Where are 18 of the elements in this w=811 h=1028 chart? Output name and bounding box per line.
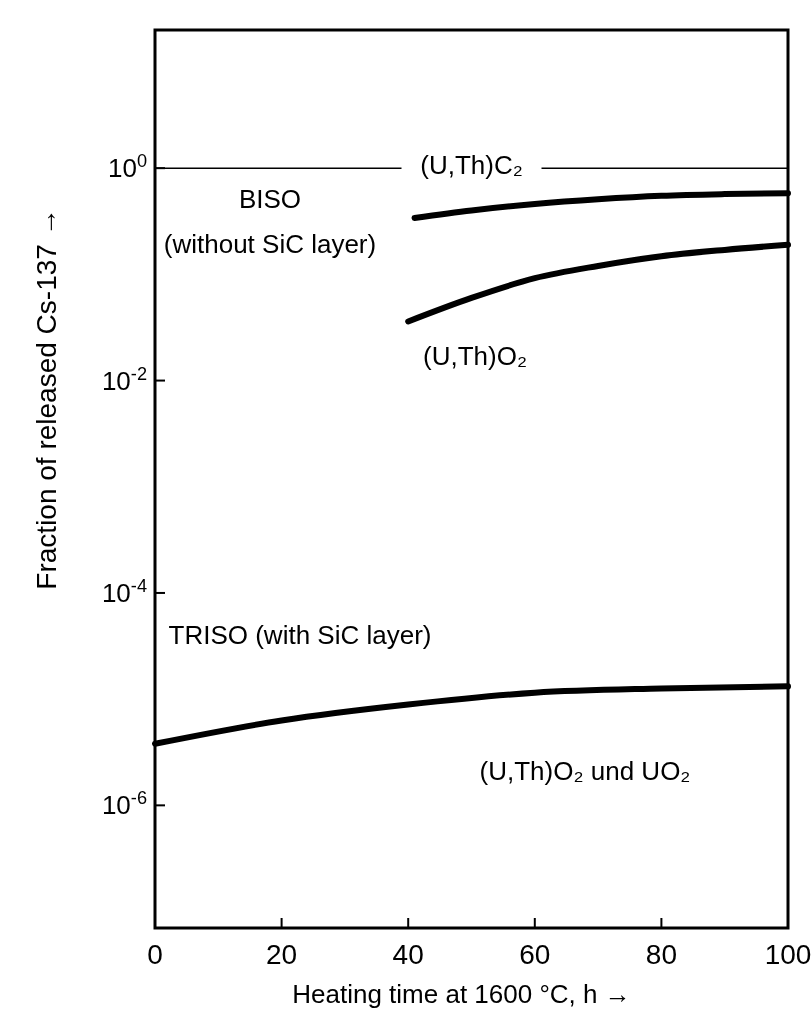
y-tick-label: 10$^{-6}$ (101, 788, 147, 821)
x-tick-label: 100 (764, 939, 811, 970)
annotation: TRISO (with SiC layer) (168, 620, 432, 650)
y-tick-label: 10$^{-2}$ (101, 363, 147, 396)
annotation: (U,Th)O₂ und UO₂ (479, 756, 691, 786)
x-tick-label: 40 (392, 939, 424, 970)
x-axis-title: Heating time at 1600 °C, h → (292, 979, 631, 1009)
x-tick-label: 80 (645, 939, 677, 970)
annotation: BISO (238, 184, 302, 214)
x-tick-label: 20 (266, 939, 298, 970)
x-tick-label: 60 (519, 939, 551, 970)
x-tick-label: 0 (147, 939, 163, 970)
y-tick-label: 10$^{0}$ (107, 151, 147, 184)
annotation: (without SiC layer) (163, 229, 377, 259)
annotation: (U,Th)O₂ (423, 341, 527, 371)
ref-line-label: (U,Th)C₂ (420, 150, 523, 181)
y-axis-title: Fraction of released Cs-137 → (31, 208, 62, 590)
y-tick-label: 10$^{-4}$ (101, 575, 147, 608)
